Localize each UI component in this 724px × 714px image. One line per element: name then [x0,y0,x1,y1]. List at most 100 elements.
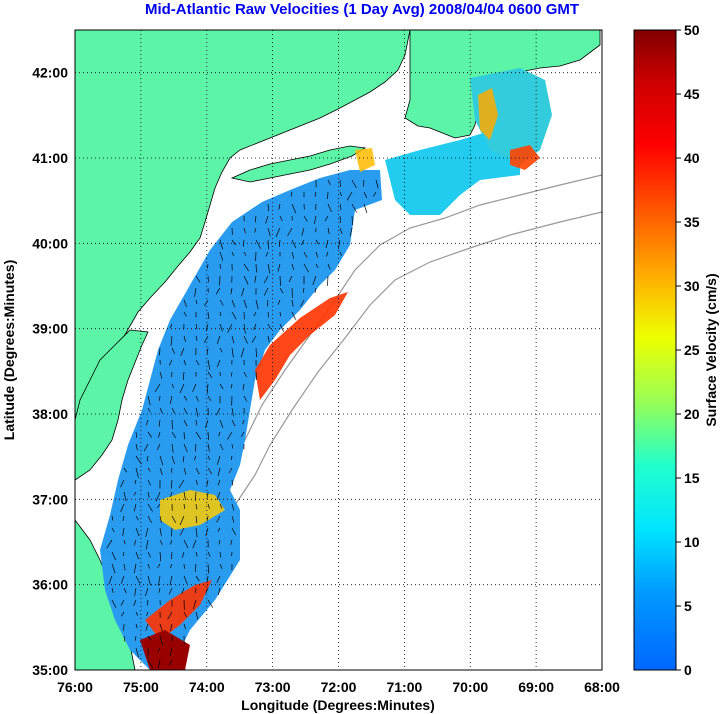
velocity-arrow [193,455,197,461]
high-velocity-zone [160,490,225,530]
velocity-arrow [195,479,198,485]
lat-tick-label: 39:00 [32,321,68,337]
high-velocity-zone [355,148,375,172]
velocity-arrow [168,359,173,366]
velocity-arrow [219,503,223,509]
velocity-arrow [277,263,281,272]
y-axis-label: Latitude (Degrees:Minutes) [1,260,17,440]
velocity-arrow [195,335,198,341]
velocity-arrow [255,239,262,249]
velocity-arrow [145,419,149,426]
velocity-arrow [339,203,342,211]
lon-tick-label: 76:00 [57,679,93,695]
velocity-arrow [183,539,189,549]
velocity-arrow [231,335,235,344]
velocity-arrow [243,335,248,344]
colorbar: 0 5 10 15 20 25 30 35 40 45 50 Surface Velocity (c… [633,22,719,678]
velocity-arrow [195,299,198,305]
velocity-arrow [267,203,270,212]
velocity-arrow [171,431,177,439]
velocity-arrow [158,419,161,427]
velocity-arrow [133,491,137,496]
velocity-arrow [290,191,293,197]
velocity-arrow [312,275,317,286]
velocity-arrow [169,323,173,328]
velocity-arrow [263,275,269,284]
velocity-arrow [267,335,270,342]
lat-tick-label: 41:00 [32,150,68,166]
velocity-arrow [159,623,163,632]
velocity-arrow [135,551,140,560]
velocity-arrow [216,515,221,523]
velocity-arrow [216,575,221,583]
velocity-arrow [266,299,269,307]
velocity-arrow [147,491,150,498]
velocity-arrow [231,239,236,246]
velocity-arrow [123,539,126,545]
velocity-arrow [183,299,187,307]
velocity-arrow [158,575,161,586]
velocity-arrow [346,191,353,201]
velocity-arrow [134,479,137,485]
velocity-arrow [159,347,161,356]
velocity-arrow [207,599,214,608]
velocity-arrow [300,299,305,307]
velocity-arrow [227,431,233,440]
velocity-arrow [204,419,209,428]
velocity-arrow [254,275,257,283]
velocity-arrow [111,599,117,608]
velocity-arrow [231,527,236,536]
colorbar-tick-label: 15 [684,470,700,486]
velocity-arrow [147,503,153,512]
velocity-arrow [301,227,305,236]
velocity-arrow [339,191,342,197]
velocity-arrow [219,251,224,261]
velocity-arrow [230,455,233,461]
velocity-arrow [339,227,343,235]
velocity-arrow [275,227,281,238]
map-plot-area[interactable] [74,29,603,671]
colorbar-tick-label: 0 [684,662,692,678]
high-velocity-zone [140,630,190,670]
colorbar-gradient [633,29,677,671]
velocity-arrow [123,635,126,642]
colorbar-tick-label: 35 [684,214,700,230]
velocity-arrow [159,455,164,466]
velocity-arrow [219,419,224,428]
velocity-arrow [147,407,151,413]
velocity-arrow [183,335,186,342]
velocity-arrow [278,203,281,210]
velocity-arrow [133,503,137,512]
velocity-arrow [231,479,234,486]
velocity-arrow [231,419,236,427]
velocity-arrow [147,551,151,558]
velocity-arrow [135,443,138,451]
velocity-arrow [120,575,125,584]
velocity-arrow [207,551,211,557]
velocity-arrow [351,179,357,189]
velocity-arrow [339,215,341,223]
velocity-arrow [279,323,284,332]
velocity-arrow [180,347,185,356]
velocity-arrow [195,359,200,366]
lon-tick-label: 73:00 [255,679,291,695]
velocity-arrow [206,515,209,521]
velocity-arrow [207,467,213,475]
velocity-arrow [339,251,342,256]
velocity-arrow [337,239,341,250]
velocity-arrow [302,287,305,293]
velocity-arrow [255,347,257,358]
velocity-arrow [265,251,269,257]
high-velocity-zone [510,145,540,170]
velocity-arrow [169,539,173,545]
velocity-arrow [145,539,149,550]
velocity-arrow [120,503,125,512]
velocity-arrow [216,335,221,344]
velocity-arrow [111,587,114,593]
velocity-arrow [135,431,138,438]
velocity-arrow [147,467,151,472]
velocity-arrow [122,551,125,557]
velocity-arrow [106,539,113,549]
velocity-arrow [123,587,127,594]
velocity-arrow [254,215,257,223]
